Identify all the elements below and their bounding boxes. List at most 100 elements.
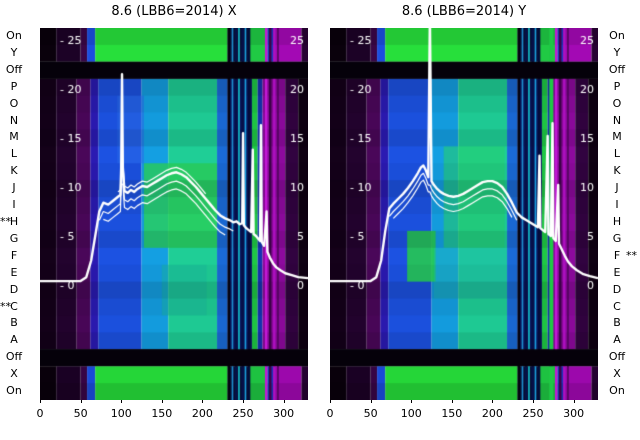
row-label-text: K xyxy=(10,164,18,178)
row-label-f-left: F xyxy=(0,248,38,265)
row-label-text: G xyxy=(612,231,622,245)
row-label-text: B xyxy=(10,316,18,330)
row-label-e-right: E xyxy=(604,265,640,282)
x-tick-label: 250 xyxy=(232,407,254,420)
x-tick-mark xyxy=(330,400,331,403)
row-label-g-left: G xyxy=(0,231,38,248)
row-label-i-left: I xyxy=(0,197,38,214)
x-tick-mark xyxy=(370,400,372,403)
significance-marker: ** xyxy=(0,299,11,313)
row-label-text: O xyxy=(612,96,622,110)
heatmap-panel-y xyxy=(330,28,598,400)
heatmap-panel-x xyxy=(40,28,308,400)
row-label-off-left: Off xyxy=(0,349,38,366)
x-tick-label: 200 xyxy=(191,407,213,420)
x-tick-mark xyxy=(533,400,535,403)
row-label-text: O xyxy=(9,96,19,110)
row-label-text: K xyxy=(613,164,621,178)
x-tick-label: 300 xyxy=(563,407,585,420)
row-label-text: L xyxy=(10,147,18,161)
x-tick-mark xyxy=(121,400,123,403)
x-tick-label: 200 xyxy=(481,407,503,420)
significance-marker: ** xyxy=(0,214,11,228)
row-label-text: Off xyxy=(608,62,626,76)
row-label-a-left: A xyxy=(0,332,38,349)
row-label-text: J xyxy=(12,181,16,195)
row-label-text: L xyxy=(613,147,621,161)
row-label-m-left: M xyxy=(0,129,38,146)
row-label-g-right: G xyxy=(604,231,640,248)
row-label-text: On xyxy=(609,29,625,42)
row-label-text: F xyxy=(613,248,621,262)
row-label-o-right: O xyxy=(604,96,640,113)
x-tick-mark xyxy=(451,400,453,403)
row-label-h-left: H ** xyxy=(0,214,38,231)
row-label-y-left: Y xyxy=(0,45,38,62)
row-label-text: D xyxy=(612,282,622,296)
row-label-text: On xyxy=(6,29,22,42)
row-label-d-right: D xyxy=(604,282,640,299)
row-label-on-left: On xyxy=(0,383,38,400)
row-label-c-right: C xyxy=(604,299,640,316)
x-tick-mark xyxy=(80,400,82,403)
row-label-text: E xyxy=(613,265,621,279)
panel-title-y: 8.6 (LBB6=2014) Y xyxy=(401,4,527,19)
row-label-text: On xyxy=(6,384,22,398)
row-label-x-right: X xyxy=(604,366,640,383)
row-label-text: C xyxy=(10,299,18,313)
x-tick-mark xyxy=(411,400,413,403)
x-tick-label: 50 xyxy=(363,407,378,420)
row-label-b-right: B xyxy=(604,315,640,332)
row-label-p-left: P xyxy=(0,79,38,96)
row-label-on-right: On xyxy=(604,383,640,400)
row-label-l-right: L xyxy=(604,146,640,163)
row-label-text: P xyxy=(613,79,621,93)
row-label-text: G xyxy=(9,231,19,245)
x-tick-mark xyxy=(161,400,163,403)
row-label-text: Off xyxy=(5,350,23,364)
row-label-c-left: C ** xyxy=(0,299,38,316)
row-label-off-right: Off xyxy=(604,62,640,79)
x-tick-mark xyxy=(243,400,245,403)
row-label-text: Y xyxy=(10,45,18,59)
x-tick-mark xyxy=(202,400,204,403)
row-label-h-right: H xyxy=(604,214,640,231)
row-label-n-left: N xyxy=(0,113,38,130)
row-label-text: B xyxy=(613,316,621,330)
x-tick-mark xyxy=(40,400,41,403)
row-label-text: N xyxy=(9,113,19,127)
row-label-text: H xyxy=(9,214,19,228)
row-label-j-left: J xyxy=(0,180,38,197)
row-label-text: Y xyxy=(613,45,621,59)
x-tick-mark xyxy=(573,400,575,403)
row-label-text: D xyxy=(9,282,19,296)
row-label-text: X xyxy=(613,367,621,381)
significance-marker: ** xyxy=(626,248,637,262)
row-label-y-right: Y xyxy=(604,45,640,62)
row-label-a-right: A xyxy=(604,332,640,349)
row-label-d-left: D xyxy=(0,282,38,299)
row-label-text: H xyxy=(612,214,622,228)
x-tick-label: 0 xyxy=(326,407,334,420)
x-tick-label: 150 xyxy=(151,407,173,420)
x-tick-label: 300 xyxy=(273,407,295,420)
row-label-on-right: On xyxy=(604,28,640,45)
x-tick-label: 250 xyxy=(522,407,544,420)
row-label-off-left: Off xyxy=(0,62,38,79)
row-label-x-left: X xyxy=(0,366,38,383)
row-label-text: J xyxy=(615,181,619,195)
x-tick-label: 50 xyxy=(73,407,88,420)
x-tick-label: 100 xyxy=(110,407,132,420)
x-tick-label: 150 xyxy=(441,407,463,420)
row-label-text: I xyxy=(615,198,619,212)
row-label-m-right: M xyxy=(604,129,640,146)
row-label-text: M xyxy=(612,130,622,144)
row-label-b-left: B xyxy=(0,315,38,332)
row-label-text: A xyxy=(10,333,18,347)
x-tick-mark xyxy=(283,400,285,403)
row-label-j-right: J xyxy=(604,180,640,197)
row-label-text: N xyxy=(612,113,622,127)
row-label-text: A xyxy=(613,333,621,347)
row-label-text: Off xyxy=(608,350,626,364)
